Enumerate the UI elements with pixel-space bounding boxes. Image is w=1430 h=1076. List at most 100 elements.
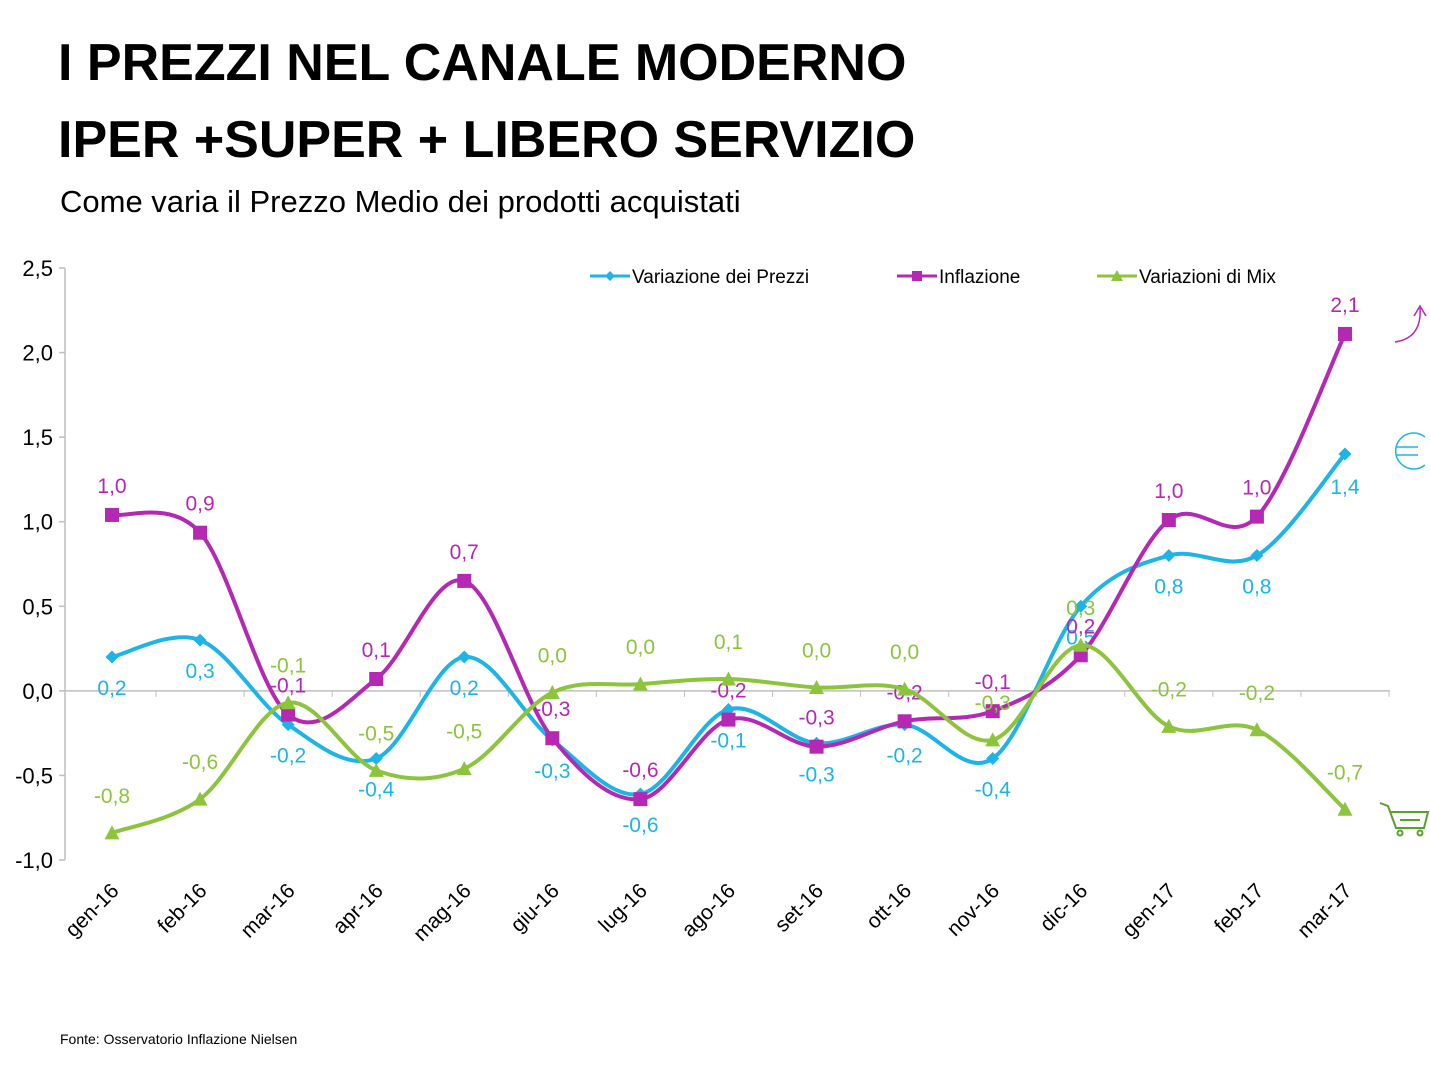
data-label: 0,3 <box>1066 597 1095 620</box>
marker <box>1073 637 1089 652</box>
data-label: 0,2 <box>450 677 479 700</box>
data-label: -0,6 <box>622 759 658 782</box>
marker <box>281 707 296 722</box>
data-label: 0,1 <box>362 639 391 662</box>
data-label: 0,3 <box>185 660 214 683</box>
data-label: -0,1 <box>270 655 306 678</box>
data-label: -0,3 <box>798 763 834 786</box>
data-label: -0,3 <box>534 698 570 721</box>
x-tick-label: mag-16 <box>409 879 476 946</box>
data-label: 1,4 <box>1330 476 1360 499</box>
y-tick-label: 0,0 <box>22 679 53 704</box>
x-tick-label: set-16 <box>771 879 829 937</box>
marker <box>104 825 120 840</box>
marker <box>1338 447 1352 461</box>
marker <box>193 633 207 647</box>
data-label: 0,2 <box>97 677 126 700</box>
legend-label: Variazione dei Prezzi <box>632 267 809 288</box>
x-tick-label: gen-17 <box>1118 879 1181 942</box>
y-tick-label: 2,0 <box>22 341 53 366</box>
data-label: 1,0 <box>1242 477 1271 500</box>
title-line: IPER +SUPER + LIBERO SERVIZIO <box>58 111 915 169</box>
data-label: 0,2 <box>1066 615 1095 638</box>
data-label: -0,3 <box>534 760 570 783</box>
data-label: 1,0 <box>1154 480 1183 503</box>
data-label: 0,0 <box>626 636 655 659</box>
marker <box>368 762 384 777</box>
marker <box>457 650 471 664</box>
marker <box>1161 513 1176 528</box>
icon-euro <box>1395 432 1426 470</box>
data-label: 0,8 <box>1242 576 1271 599</box>
data-label: -0,1 <box>710 729 746 752</box>
marker <box>633 792 648 807</box>
data-label: -0,1 <box>270 675 306 698</box>
marker <box>1337 326 1352 341</box>
marker <box>897 714 912 729</box>
marker <box>985 704 1000 719</box>
data-label: -0,2 <box>1239 682 1275 705</box>
data-label: -0,3 <box>975 692 1011 715</box>
marker <box>1249 509 1264 524</box>
source: Fonte: Osservatorio Inflazione Nielsen <box>60 1031 297 1047</box>
data-label: -0,6 <box>622 814 658 837</box>
data-label: 0,9 <box>185 493 214 516</box>
marker <box>192 791 208 806</box>
x-tick-label: ago-16 <box>678 879 741 942</box>
data-label: -0,4 <box>358 779 395 802</box>
marker <box>369 752 383 766</box>
data-label: -0,5 <box>446 721 482 744</box>
marker <box>1073 648 1088 663</box>
marker <box>105 650 119 664</box>
data-label: -0,7 <box>1327 761 1363 784</box>
data-label: 0,0 <box>890 641 919 664</box>
x-tick-label: dic-16 <box>1036 879 1093 936</box>
data-label: -0,2 <box>887 745 923 768</box>
marker <box>1074 599 1088 613</box>
x-tick-label: apr-16 <box>329 879 388 938</box>
data-label: -0,8 <box>94 785 130 808</box>
data-label: 0,0 <box>538 645 567 668</box>
x-tick-label: giu-16 <box>506 879 564 937</box>
title-line: I PREZZI NEL CANALE MODERNO <box>58 34 906 92</box>
y-tick-label: 1,0 <box>22 510 53 535</box>
data-label: -0,3 <box>798 707 834 730</box>
marker <box>632 676 648 691</box>
marker <box>1111 270 1123 281</box>
marker <box>897 681 913 696</box>
marker <box>1250 549 1264 563</box>
marker <box>457 573 472 588</box>
subtitle: Come varia il Prezzo Medio dei prodotti … <box>60 184 741 219</box>
data-label: -0,5 <box>358 722 394 745</box>
legend-label: Variazioni di Mix <box>1139 267 1276 288</box>
x-tick-label: mar-17 <box>1293 879 1356 942</box>
data-label: 0,8 <box>1154 576 1183 599</box>
data-label: 2,1 <box>1330 294 1359 317</box>
y-tick-label: 1,5 <box>22 425 53 450</box>
marker <box>369 672 384 687</box>
data-label: 0,7 <box>450 541 479 564</box>
x-tick-label: ott-16 <box>862 879 916 933</box>
marker <box>985 732 1001 747</box>
marker <box>721 712 736 727</box>
data-label: 0,0 <box>802 639 831 662</box>
y-tick-label: -1,0 <box>15 848 53 873</box>
marker <box>280 695 296 710</box>
y-tick-label: -0,5 <box>15 763 53 788</box>
marker <box>986 752 1000 766</box>
y-tick-label: 0,5 <box>22 594 53 619</box>
marker <box>809 679 825 694</box>
icon-arrow <box>1394 304 1427 343</box>
legend-label: Inflazione <box>939 267 1020 288</box>
data-label: -0,4 <box>975 779 1012 802</box>
marker <box>456 761 472 776</box>
marker <box>544 685 560 700</box>
marker <box>545 731 560 746</box>
marker <box>105 507 119 522</box>
marker <box>1249 722 1265 737</box>
x-tick-label: feb-17 <box>1210 879 1268 937</box>
data-label: -0,1 <box>975 671 1011 694</box>
x-tick-label: mar-16 <box>236 879 299 942</box>
marker <box>720 671 736 686</box>
